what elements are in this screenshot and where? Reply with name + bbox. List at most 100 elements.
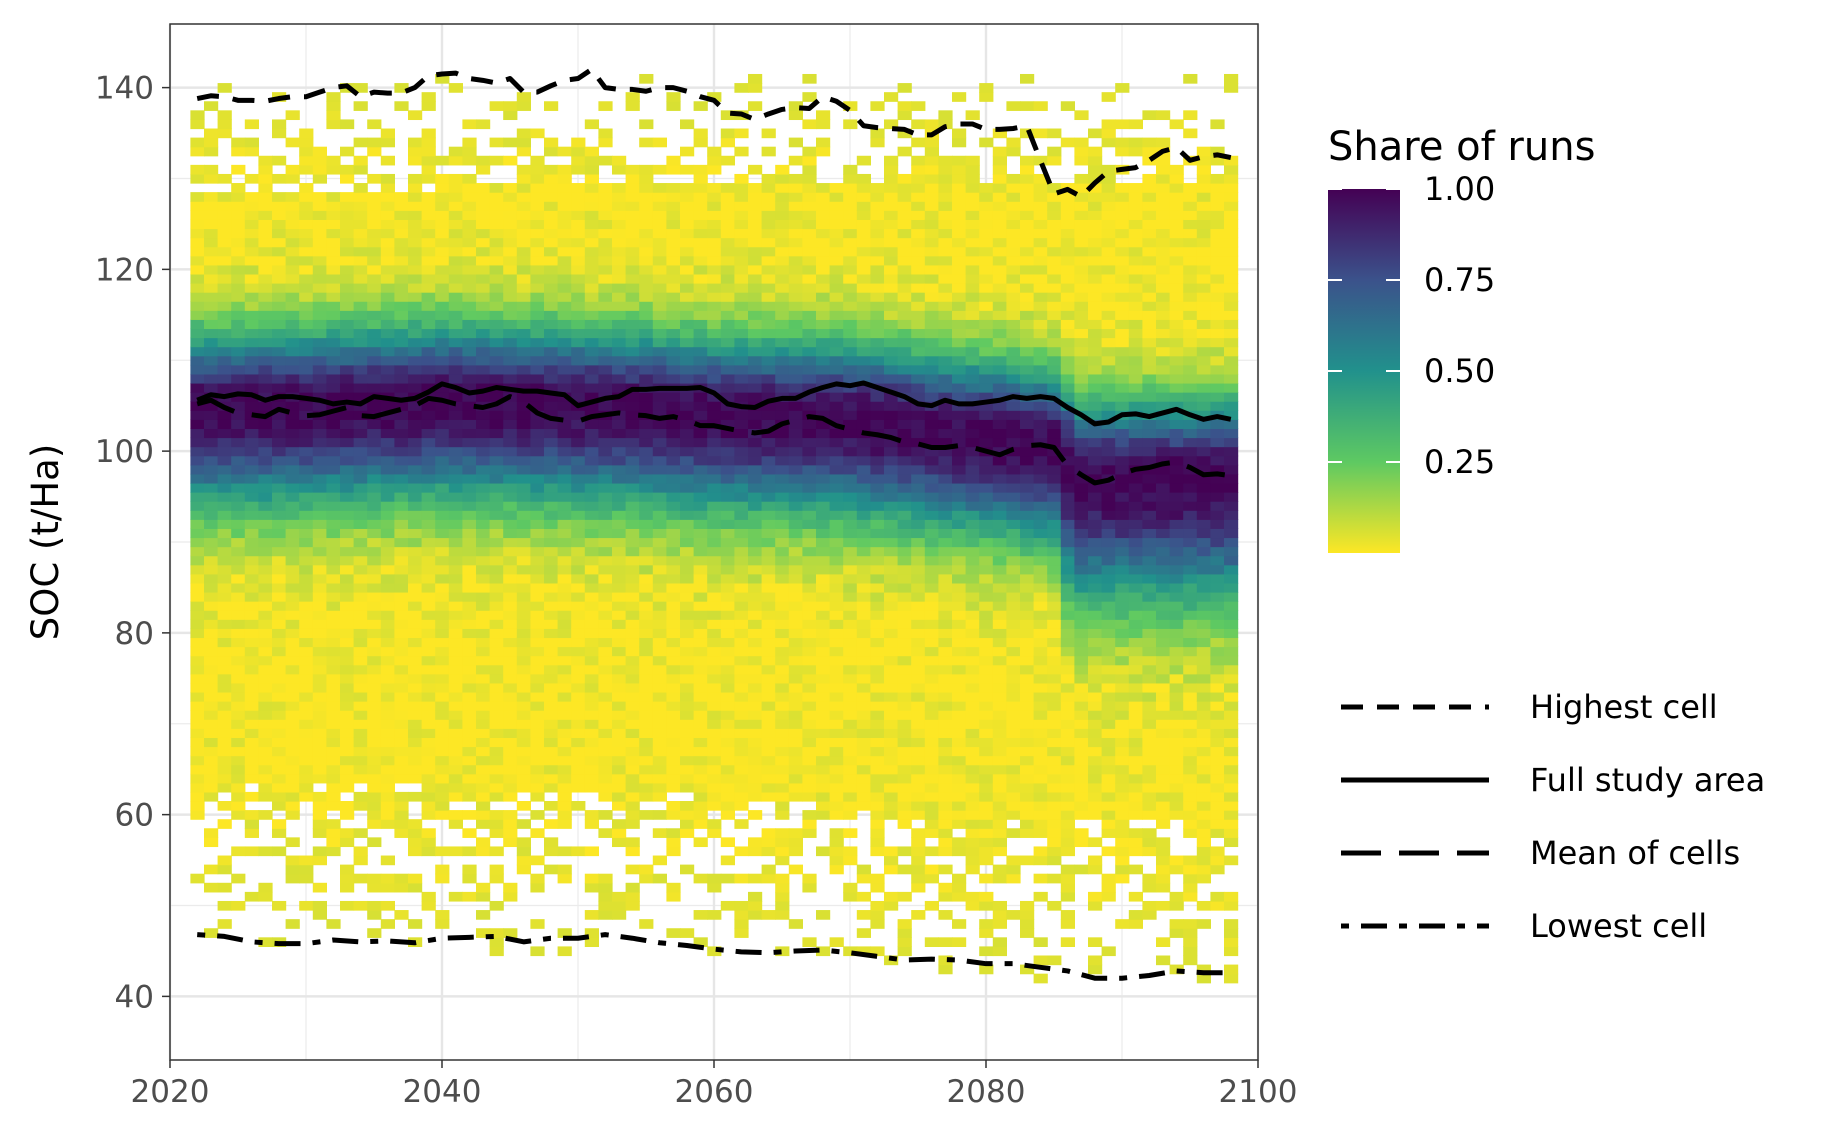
heat-cell bbox=[992, 546, 1007, 557]
heat-cell bbox=[802, 428, 817, 439]
heat-cell bbox=[639, 392, 654, 402]
heat-cell bbox=[340, 337, 355, 348]
heat-cell bbox=[340, 701, 355, 711]
heat-cell bbox=[870, 455, 885, 466]
heat-cell bbox=[312, 501, 327, 511]
heat-cell bbox=[272, 301, 287, 311]
heat-cell bbox=[503, 664, 518, 675]
heat-cell bbox=[272, 419, 287, 430]
heat-cell bbox=[693, 292, 708, 302]
heat-cell bbox=[571, 719, 586, 729]
heat-cell bbox=[530, 264, 545, 275]
heat-cell bbox=[231, 346, 246, 357]
heat-cell bbox=[843, 801, 858, 811]
heat-cell bbox=[571, 228, 586, 239]
heat-cell bbox=[829, 837, 844, 848]
heat-cell bbox=[802, 682, 817, 693]
heat-cell bbox=[884, 691, 899, 702]
heat-cell bbox=[979, 546, 994, 557]
heat-cell bbox=[965, 446, 980, 457]
heat-cell bbox=[217, 782, 232, 793]
heat-cell bbox=[707, 610, 722, 620]
heat-cell bbox=[652, 392, 667, 402]
heat-cell bbox=[952, 273, 967, 284]
heat-cell bbox=[462, 192, 477, 202]
heat-cell bbox=[816, 310, 831, 320]
heat-cell bbox=[856, 628, 871, 639]
heat-cell bbox=[843, 719, 858, 729]
heat-cell bbox=[775, 791, 790, 802]
heat-cell bbox=[190, 319, 205, 330]
heat-cell bbox=[435, 555, 450, 566]
heat-cell bbox=[856, 337, 871, 348]
heat-cell bbox=[394, 546, 409, 557]
heat-cell bbox=[992, 128, 1007, 139]
heat-cell bbox=[612, 564, 627, 575]
heat-cell bbox=[367, 228, 382, 239]
heat-cell bbox=[489, 946, 504, 957]
heat-cell bbox=[639, 701, 654, 711]
heat-cell bbox=[204, 455, 219, 466]
heat-cell bbox=[938, 283, 953, 293]
heat-cell bbox=[448, 337, 463, 348]
heat-cell bbox=[612, 492, 627, 502]
heat-cell bbox=[911, 619, 926, 629]
heat-cell bbox=[530, 710, 545, 720]
heat-cell bbox=[639, 482, 654, 493]
heat-cell bbox=[231, 601, 246, 611]
heat-cell bbox=[231, 628, 246, 639]
heat-cell bbox=[924, 364, 939, 375]
heat-cell bbox=[639, 210, 654, 220]
heat-cell bbox=[285, 691, 300, 702]
heat-cell bbox=[204, 610, 219, 620]
heat-cell bbox=[299, 682, 314, 693]
heat-cell bbox=[924, 246, 939, 257]
heat-cell bbox=[462, 264, 477, 275]
heat-cell bbox=[476, 301, 491, 311]
heat-cell bbox=[666, 610, 681, 620]
heat-cell bbox=[312, 619, 327, 629]
heat-cell bbox=[367, 310, 382, 320]
heat-cell bbox=[884, 737, 899, 748]
heat-cell bbox=[489, 719, 504, 729]
heat-cell bbox=[421, 273, 436, 284]
heat-cell bbox=[367, 764, 382, 775]
heat-cell bbox=[897, 183, 912, 193]
heat-cell bbox=[680, 682, 695, 693]
heat-cell bbox=[380, 682, 395, 693]
heat-cell bbox=[544, 492, 559, 502]
heat-cell bbox=[217, 864, 232, 875]
heat-cell bbox=[639, 619, 654, 629]
heat-cell bbox=[829, 564, 844, 575]
heat-cell bbox=[285, 837, 300, 848]
heat-cell bbox=[516, 501, 531, 511]
heat-cell bbox=[870, 601, 885, 611]
heat-cell bbox=[734, 528, 749, 539]
heat-cell bbox=[652, 446, 667, 457]
heat-cell bbox=[503, 228, 518, 239]
heat-cell bbox=[448, 292, 463, 302]
heat-cell bbox=[897, 482, 912, 493]
heat-cell bbox=[1033, 755, 1048, 766]
heat-cell bbox=[408, 828, 423, 838]
heat-cell bbox=[870, 919, 885, 929]
heat-cell bbox=[802, 346, 817, 357]
heat-cell bbox=[924, 628, 939, 639]
heat-cell bbox=[544, 528, 559, 539]
heat-cell bbox=[489, 782, 504, 793]
heat-cell bbox=[258, 437, 273, 448]
heat-cell bbox=[965, 528, 980, 539]
heat-cell bbox=[394, 801, 409, 811]
heat-cell bbox=[775, 192, 790, 202]
heat-cell bbox=[394, 610, 409, 620]
heat-cell bbox=[870, 546, 885, 557]
heat-cell bbox=[748, 292, 763, 302]
heat-cell bbox=[707, 601, 722, 611]
heat-cell bbox=[856, 546, 871, 557]
heat-cell bbox=[190, 810, 205, 820]
heat-cell bbox=[380, 873, 395, 884]
heat-cell bbox=[244, 819, 259, 829]
heat-cell bbox=[1020, 355, 1035, 366]
heat-cell bbox=[476, 364, 491, 375]
heat-cell bbox=[666, 810, 681, 820]
